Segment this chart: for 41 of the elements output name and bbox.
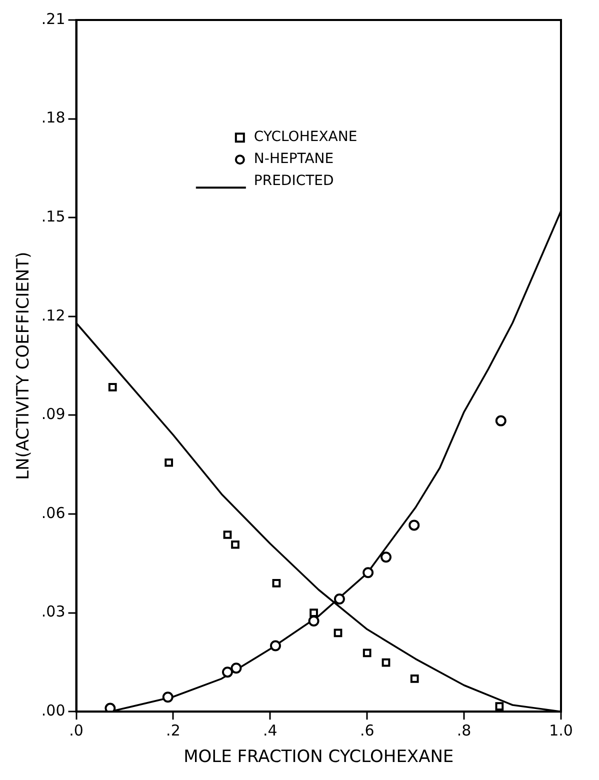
y-tick-label: .21 (41, 10, 66, 28)
y-tick-label: .00 (41, 701, 66, 720)
point (223, 530, 232, 539)
legend-label: CYCLOHEXANE (254, 129, 358, 146)
y-tick-label: .09 (41, 405, 66, 424)
point (108, 383, 117, 392)
y-tick-label: .03 (41, 602, 66, 621)
point (334, 628, 342, 638)
point (310, 608, 318, 617)
point (230, 662, 242, 674)
legend-label: PREDICTED (254, 173, 334, 190)
point (308, 616, 320, 627)
x-tick-label: .6 (360, 721, 374, 740)
legend-label: N-HEPTANE (254, 151, 334, 168)
y-tick-label: .12 (41, 306, 66, 324)
point (164, 458, 174, 467)
x-tick-label: .8 (456, 721, 472, 740)
point (362, 567, 374, 578)
point (162, 692, 174, 703)
point (382, 658, 390, 667)
x-tick-label: .2 (166, 721, 180, 740)
point (222, 666, 233, 678)
point (362, 648, 372, 658)
point (334, 593, 345, 604)
x-axis-title: MOLE FRACTION CYCLOHEXANE (184, 747, 454, 768)
point (104, 702, 116, 712)
point (380, 552, 392, 563)
x-tick-label: 1.0 (549, 721, 573, 740)
point (270, 640, 281, 652)
y-tick-label: .06 (41, 504, 66, 522)
y-tick-label: .18 (41, 108, 66, 127)
point (495, 415, 506, 426)
point (410, 674, 419, 683)
point (495, 702, 504, 711)
y-axis-title: LN(ACTIVITY COEFFICIENT) (14, 252, 34, 480)
point (231, 540, 240, 549)
x-tick-label: .0 (69, 721, 84, 740)
y-tick-label: .15 (41, 207, 66, 226)
point (408, 520, 420, 531)
x-tick-label: .4 (262, 721, 278, 740)
point (272, 578, 281, 588)
